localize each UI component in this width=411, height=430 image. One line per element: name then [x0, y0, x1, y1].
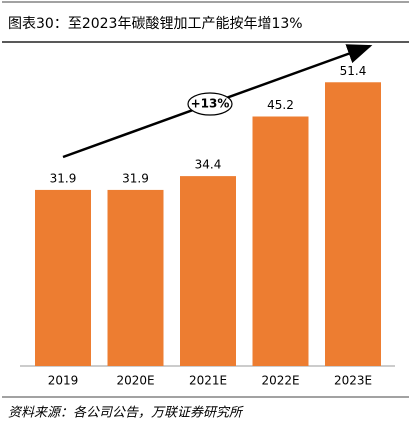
value-label: 31.9 — [50, 171, 77, 185]
x-tick-label: 2023E — [334, 374, 372, 388]
x-tick-label: 2022E — [261, 374, 299, 388]
chart-title: 图表30：至2023年碳酸锂加工产能按年增13% — [8, 16, 303, 32]
bar — [252, 116, 309, 366]
source: 资料来源：各公司公告，万联证券研究所 — [8, 405, 244, 421]
bar — [325, 82, 381, 366]
bar — [35, 189, 91, 366]
value-label: 34.4 — [195, 158, 222, 172]
x-tick-label: 2021E — [189, 374, 227, 388]
value-label: 45.2 — [267, 98, 294, 112]
value-label: 31.9 — [122, 171, 149, 185]
value-label: 51.4 — [340, 64, 367, 78]
x-tick-label: 2020E — [116, 374, 154, 388]
bar — [180, 176, 236, 366]
annotation: +13% — [191, 97, 230, 111]
annotation-ellipse — [187, 92, 233, 116]
bar — [107, 189, 164, 366]
x-tick-label: 2019 — [48, 374, 79, 388]
